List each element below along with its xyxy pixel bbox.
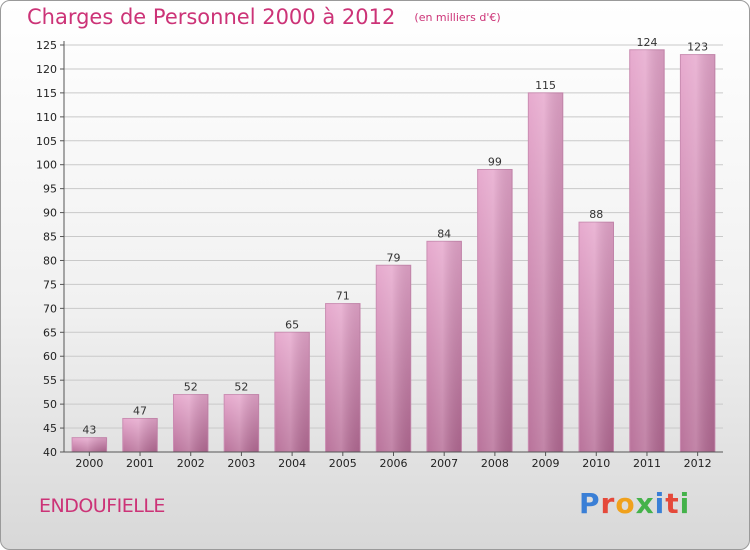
logo-letter: i — [679, 487, 691, 520]
data-label: 84 — [437, 227, 451, 240]
bar-shine — [579, 222, 614, 452]
commune-name: ENDOUFIELLE — [39, 495, 165, 517]
logo-letter: P — [579, 487, 601, 520]
y-tick-label: 120 — [36, 63, 57, 76]
y-tick-label: 60 — [43, 350, 57, 363]
x-tick-label: 2010 — [582, 457, 610, 470]
data-label: 65 — [285, 318, 299, 331]
data-label: 71 — [336, 290, 350, 303]
x-tick-label: 2006 — [380, 457, 408, 470]
y-tick-label: 85 — [43, 231, 57, 244]
logo-letter: i — [654, 487, 666, 520]
y-tick-label: 110 — [36, 111, 57, 124]
bar-shine — [376, 265, 411, 452]
data-label: 47 — [133, 404, 147, 417]
y-tick-label: 95 — [43, 183, 57, 196]
data-label: 52 — [234, 381, 248, 394]
y-tick-label: 125 — [36, 39, 57, 52]
title-block: Charges de Personnel 2000 à 2012 (en mil… — [27, 5, 501, 29]
bar-shine — [72, 437, 107, 452]
bar-shine — [224, 394, 259, 452]
y-tick-label: 115 — [36, 87, 57, 100]
y-tick-label: 75 — [43, 278, 57, 291]
x-tick-label: 2007 — [430, 457, 458, 470]
data-label: 124 — [636, 36, 657, 49]
data-label: 123 — [687, 41, 708, 54]
bar-shine — [426, 241, 462, 452]
logo-letter: r — [600, 487, 616, 520]
y-tick-label: 65 — [43, 326, 57, 339]
bar-shine — [528, 92, 563, 452]
logo-letter: t — [665, 487, 680, 520]
data-label: 99 — [488, 155, 502, 168]
logo-letter: o — [615, 487, 636, 520]
y-tick-label: 90 — [43, 207, 57, 220]
data-label: 88 — [589, 208, 603, 221]
bar-shine — [173, 394, 208, 452]
chart-subtitle: (en milliers d'€) — [414, 11, 501, 24]
y-tick-label: 50 — [43, 398, 57, 411]
y-tick-label: 80 — [43, 254, 57, 267]
y-tick-label: 45 — [43, 422, 57, 435]
y-tick-label: 55 — [43, 374, 57, 387]
y-tick-label: 40 — [43, 446, 57, 459]
axes: 40 45 50 55 60 65 70 75 80 85 90 95 100 105 110 115 120 1… — [36, 39, 723, 470]
x-tick-label: 2001 — [126, 457, 154, 470]
x-tick-label: 2008 — [481, 457, 509, 470]
data-label: 115 — [535, 79, 556, 92]
bar-shine — [274, 332, 310, 452]
x-tick-label: 2000 — [75, 457, 103, 470]
logo-letter: x — [635, 487, 655, 520]
x-tick-label: 2003 — [227, 457, 255, 470]
x-tick-label: 2012 — [684, 457, 712, 470]
proxiti-logo: Proxiti — [579, 487, 690, 520]
chart-title: Charges de Personnel 2000 à 2012 — [27, 5, 396, 29]
y-tick-label: 105 — [36, 135, 57, 148]
bar-shine — [680, 54, 715, 452]
x-tick-label: 2011 — [633, 457, 661, 470]
y-tick-label: 70 — [43, 302, 57, 315]
bar-shine — [325, 303, 361, 452]
bar-shine — [122, 418, 158, 452]
bar-shine — [477, 169, 513, 452]
data-label: 79 — [387, 251, 401, 264]
x-tick-label: 2002 — [177, 457, 205, 470]
y-tick-label: 100 — [36, 159, 57, 172]
bar-shine — [629, 49, 665, 452]
data-label: 43 — [82, 424, 96, 437]
x-tick-label: 2009 — [532, 457, 560, 470]
data-label: 52 — [184, 381, 198, 394]
x-tick-label: 2004 — [278, 457, 306, 470]
bars: 43 47 52 52 65 71 79 84 99 115 88 124 123 — [71, 36, 716, 453]
x-tick-label: 2005 — [329, 457, 357, 470]
